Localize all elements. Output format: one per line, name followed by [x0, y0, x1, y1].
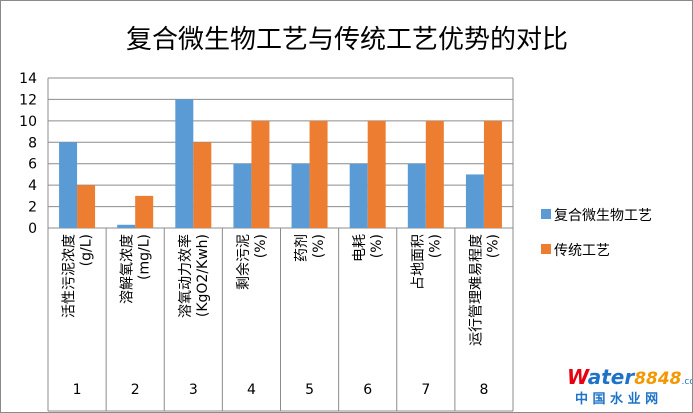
bar-series-1-cat-4	[233, 163, 252, 228]
legend-swatch-2	[541, 244, 551, 254]
bar-series-1-cat-6	[349, 163, 368, 228]
watermark-brand-number: 8848	[634, 369, 681, 389]
svg-text:Water8848.com: Water8848.com	[567, 365, 692, 389]
y-tick-label: 12	[19, 92, 37, 108]
bar-series-2-cat-1	[77, 185, 96, 228]
watermark-logo: Water8848.com 中 国 水 业 网	[567, 365, 692, 407]
legend-swatch-1	[541, 209, 551, 219]
bars	[59, 99, 502, 228]
category-number: 1	[73, 382, 82, 398]
category-label: 占地面积	[410, 234, 426, 290]
y-tick-label: 4	[28, 178, 37, 194]
y-tick-label: 0	[28, 221, 37, 237]
y-axis-ticks: 0 2 4 6 8 10 12 14	[19, 71, 37, 237]
category-label: 药剂	[294, 234, 310, 262]
category-label: 活性污泥浓度	[62, 234, 78, 318]
bar-series-1-cat-1	[59, 142, 78, 228]
category-label: (g/L)	[79, 234, 95, 266]
category-label: 剩余污泥	[235, 234, 252, 290]
bar-series-2-cat-4	[251, 120, 270, 228]
bar-series-1-cat-8	[465, 174, 484, 228]
category-label: (%)	[369, 234, 385, 258]
bar-series-2-cat-3	[193, 142, 212, 228]
watermark-brand-rest: ater	[588, 365, 636, 389]
category-number: 4	[247, 382, 256, 398]
watermark-brand-suffix: .com	[682, 377, 692, 387]
category-number: 2	[131, 382, 140, 398]
y-tick-label: 6	[28, 157, 37, 173]
y-tick-label: 14	[19, 71, 37, 87]
category-label: 溶氧动力效率	[177, 234, 194, 318]
x-axis-categories: 活性污泥浓度 (g/L) 1 溶解氧浓度 (mg/L) 2 溶氧动力效率 (KgO2/Kwh)…	[47, 228, 514, 412]
bar-series-1-cat-7	[407, 163, 426, 228]
y-tick-label: 2	[28, 200, 37, 216]
gridlines	[47, 77, 514, 229]
category-label: (%)	[253, 234, 269, 258]
category-label: (%)	[427, 234, 443, 258]
chart-title: 复合微生物工艺与传统工艺优势的对比	[126, 25, 568, 55]
category-label: 运行管理难易程度	[468, 234, 484, 346]
bar-series-1-cat-2	[117, 224, 136, 228]
watermark-brand-first: W	[567, 365, 590, 389]
category-label: (%)	[311, 234, 327, 258]
legend-label-2: 传统工艺	[554, 243, 610, 259]
bar-series-2-cat-7	[425, 120, 444, 228]
category-number: 8	[479, 382, 488, 398]
y-tick-label: 10	[19, 114, 37, 130]
bar-series-2-cat-6	[367, 120, 386, 228]
category-label: (KgO2/Kwh)	[195, 234, 211, 317]
category-number: 3	[189, 382, 198, 398]
legend-label-1: 复合微生物工艺	[554, 207, 652, 224]
bar-series-2-cat-2	[135, 195, 154, 228]
category-label: (mg/L)	[137, 234, 153, 280]
category-label: 电耗	[352, 234, 368, 262]
bar-series-1-cat-5	[291, 163, 310, 228]
category-label: 溶解氧浓度	[120, 234, 136, 304]
category-number: 5	[305, 382, 314, 398]
category-number: 7	[421, 382, 430, 398]
bar-series-1-cat-3	[175, 99, 194, 228]
y-tick-label: 8	[28, 135, 37, 151]
watermark-subtitle: 中 国 水 业 网	[575, 391, 658, 407]
category-label: (%)	[485, 234, 501, 258]
bar-series-2-cat-5	[309, 120, 328, 228]
bar-series-2-cat-8	[483, 120, 502, 228]
category-number: 6	[363, 382, 372, 398]
